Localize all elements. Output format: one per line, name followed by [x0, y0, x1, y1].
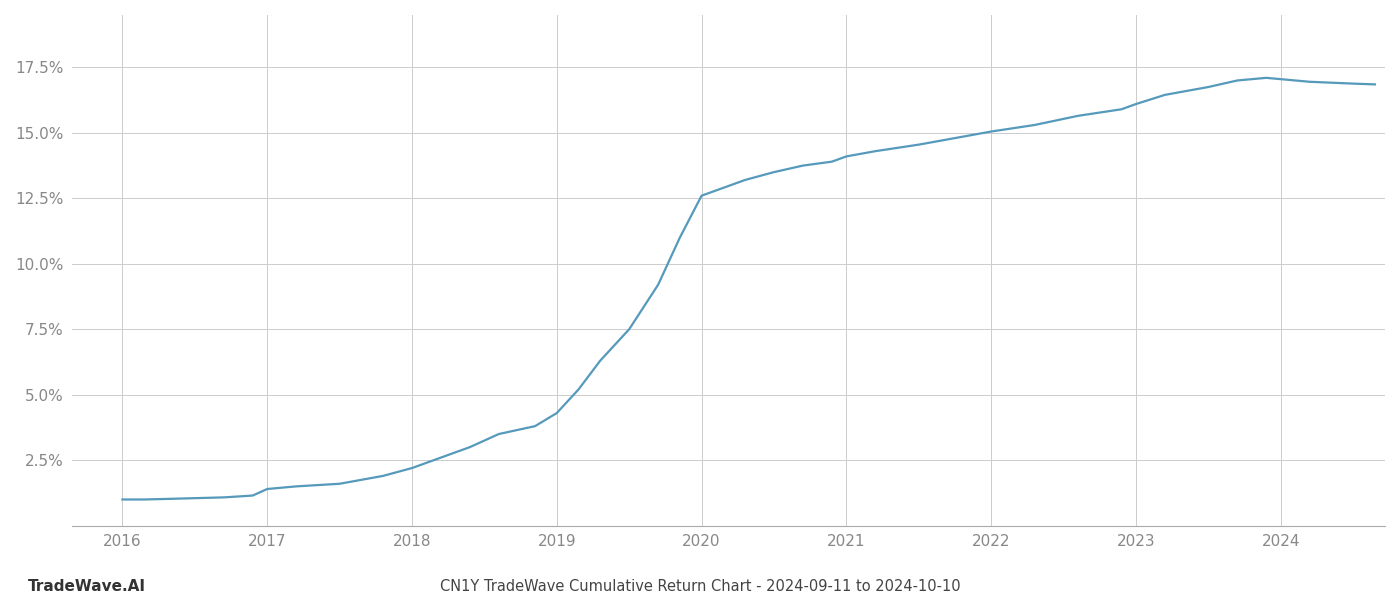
- Text: CN1Y TradeWave Cumulative Return Chart - 2024-09-11 to 2024-10-10: CN1Y TradeWave Cumulative Return Chart -…: [440, 579, 960, 594]
- Text: TradeWave.AI: TradeWave.AI: [28, 579, 146, 594]
